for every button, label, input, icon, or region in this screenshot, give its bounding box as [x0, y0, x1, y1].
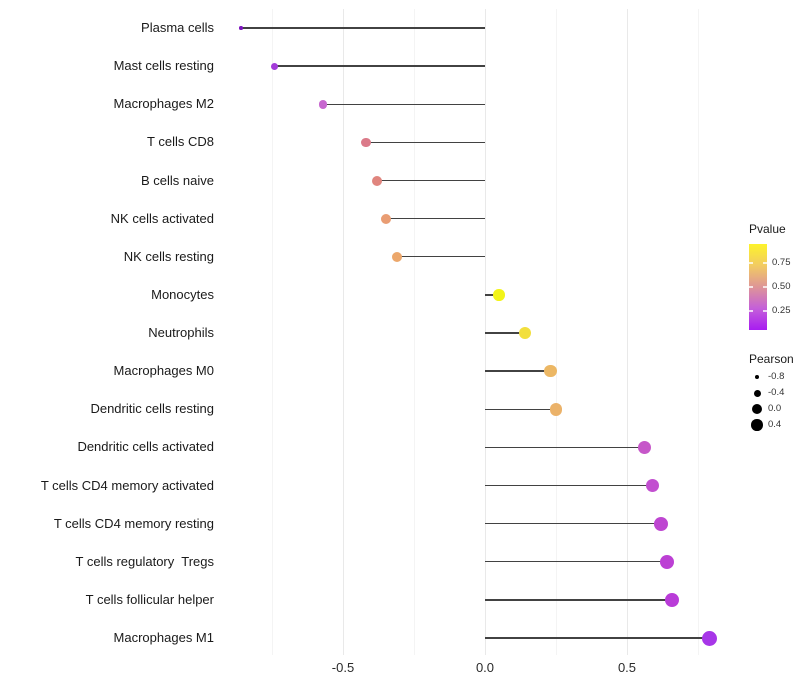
pvalue-colorbar — [749, 244, 767, 330]
y-axis-label: Neutrophils — [148, 325, 214, 340]
pearson-legend-dot — [755, 375, 759, 379]
lollipop-stem — [377, 179, 485, 182]
y-axis-label: T cells CD4 memory activated — [40, 477, 214, 493]
data-point — [271, 62, 279, 70]
gridline-major — [343, 9, 344, 655]
y-axis-label: Dendritic cells activated — [77, 439, 214, 455]
data-point — [665, 592, 680, 607]
colorbar-tick — [749, 310, 753, 313]
lollipop-stem — [240, 27, 485, 29]
colorbar-tick — [749, 286, 753, 288]
x-axis-tick-label: 0.0 — [475, 660, 495, 675]
gridline-major — [485, 9, 486, 655]
data-point — [318, 100, 328, 109]
x-axis-tick-label: 0.5 — [617, 660, 637, 675]
gridline-minor — [698, 9, 699, 655]
pearson-legend-dot — [751, 419, 763, 431]
data-point — [549, 403, 563, 416]
pearson-legend-label: -0.4 — [768, 387, 785, 398]
pearson-legend-label: 0.4 — [768, 419, 782, 430]
data-point — [239, 26, 243, 30]
lollipop-stem — [485, 370, 551, 372]
y-axis-label: Macrophages M0 — [113, 363, 214, 379]
data-point — [380, 213, 391, 224]
data-point — [372, 175, 383, 186]
y-axis-label: NK cells resting — [123, 248, 214, 264]
y-axis-label: Mast cells resting — [113, 58, 214, 74]
pvalue-legend-title: Pvalue — [749, 222, 786, 236]
lollipop-stem — [385, 217, 485, 220]
pearson-legend-title: Pearson — [749, 352, 794, 366]
data-point — [637, 440, 651, 454]
colorbar-tick — [763, 286, 767, 288]
data-point — [645, 478, 660, 493]
y-axis-label: B cells naive — [141, 172, 214, 188]
gridline-major — [627, 9, 628, 655]
data-point — [701, 630, 717, 646]
lollipop-stem — [396, 256, 485, 258]
y-axis-label: T cells CD8 — [147, 134, 214, 150]
lollipop-stem — [485, 561, 667, 563]
gridline-minor — [556, 9, 557, 655]
lollipop-stem — [485, 522, 662, 525]
y-axis-label: Dendritic cells resting — [90, 401, 214, 417]
lollipop-stem — [485, 332, 525, 334]
y-axis-label: T cells follicular helper — [85, 591, 214, 607]
lollipop-stem — [365, 141, 485, 144]
lollipop-stem — [485, 446, 645, 449]
y-axis-label: Plasma cells — [141, 20, 214, 35]
data-point — [391, 251, 403, 262]
pearson-legend-label: -0.8 — [768, 371, 785, 382]
colorbar-tick — [763, 310, 767, 313]
y-axis-label: T cells CD4 memory resting — [53, 515, 214, 531]
gridline-minor — [272, 9, 273, 655]
gridline-minor — [414, 9, 415, 655]
data-point — [493, 289, 505, 301]
lollipop-stem — [323, 103, 485, 105]
y-axis-label: NK cells activated — [110, 210, 214, 226]
y-axis-label: T cells regulatory Tregs — [75, 553, 214, 569]
data-point — [361, 137, 371, 148]
colorbar-tick-label: 0.75 — [772, 256, 791, 268]
lollipop-stem — [485, 484, 653, 487]
pearson-legend-label: 0.0 — [768, 403, 782, 414]
x-axis-tick-label: -0.5 — [331, 660, 355, 675]
colorbar-tick-label: 0.50 — [772, 281, 791, 292]
colorbar-tick — [749, 261, 753, 264]
y-axis-label: Macrophages M1 — [113, 630, 214, 645]
colorbar-tick — [763, 261, 767, 264]
lollipop-stem — [485, 637, 710, 639]
data-point — [659, 554, 674, 569]
pearson-legend-dot — [753, 389, 761, 397]
lollipop-stem — [485, 408, 556, 410]
y-axis-label: Monocytes — [151, 286, 214, 302]
lollipop-stem — [485, 599, 673, 601]
lollipop-stem — [485, 294, 500, 296]
data-point — [654, 516, 669, 531]
y-axis-label: Macrophages M2 — [113, 96, 214, 112]
data-point — [544, 364, 557, 378]
lollipop-stem — [274, 65, 485, 67]
pearson-legend-dot — [752, 404, 762, 414]
colorbar-tick-label: 0.25 — [772, 305, 791, 317]
data-point — [518, 327, 531, 339]
